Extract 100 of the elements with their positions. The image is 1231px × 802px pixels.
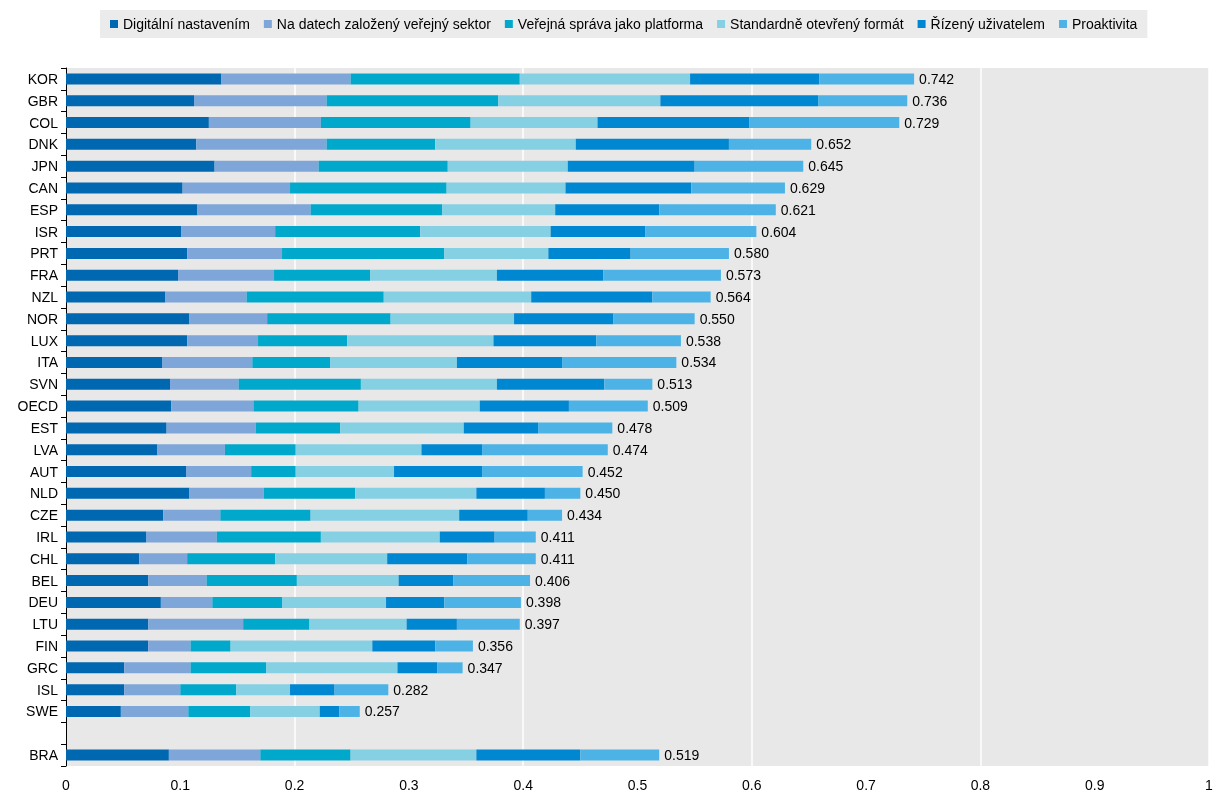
y-tick-label: LTU <box>32 616 58 633</box>
y-tick-label: FRA <box>30 267 59 284</box>
bar <box>243 618 310 630</box>
bar <box>339 705 360 717</box>
bar <box>456 618 520 630</box>
total-label: 0.621 <box>780 201 817 218</box>
bar <box>420 226 551 238</box>
bar <box>260 749 351 761</box>
bar <box>330 356 457 368</box>
total-label: 0.729 <box>904 114 940 131</box>
y-tick-label: BEL <box>31 572 59 589</box>
total-label: 0.573 <box>725 267 762 284</box>
y-tick-label: IRL <box>36 528 59 545</box>
bar <box>562 356 677 368</box>
bar <box>519 73 691 85</box>
bar <box>66 466 187 478</box>
y-tick-label: GBR <box>27 92 58 109</box>
y-tick-label: ISL <box>36 681 59 698</box>
bar <box>548 247 631 259</box>
bar <box>340 422 464 434</box>
bar <box>446 182 566 194</box>
bar <box>163 509 221 521</box>
bar <box>194 95 327 107</box>
bar <box>66 705 121 717</box>
bar <box>263 487 356 499</box>
bar <box>171 400 254 412</box>
bar <box>309 618 407 630</box>
bar <box>267 313 391 325</box>
y-tick-label: ISR <box>34 223 58 240</box>
bar <box>390 313 515 325</box>
bar <box>660 95 819 107</box>
bar <box>728 138 812 150</box>
legend-label: Veřejná správa jako platforma <box>517 16 704 32</box>
bar <box>597 117 750 129</box>
bar <box>188 705 251 717</box>
total-label: 0.478 <box>617 419 653 436</box>
bar <box>157 444 225 456</box>
bar <box>282 596 387 608</box>
bar <box>372 640 436 652</box>
bar <box>187 553 276 565</box>
bar <box>66 204 198 216</box>
legend-label: Digitální nastavením <box>123 16 250 32</box>
y-tick-label: EST <box>30 419 59 436</box>
bar <box>544 487 581 499</box>
bar <box>221 73 351 85</box>
x-tick-label: 0.4 <box>513 777 534 793</box>
bar <box>66 575 149 587</box>
bar <box>148 640 191 652</box>
bar <box>187 247 283 259</box>
bar <box>694 160 804 172</box>
total-label: 0.604 <box>761 223 797 240</box>
bar <box>165 291 247 303</box>
y-tick-label: FIN <box>35 638 58 655</box>
x-tick-label: 0.1 <box>170 777 191 793</box>
bar <box>290 182 447 194</box>
bar <box>66 422 167 434</box>
bar <box>476 749 581 761</box>
bar <box>66 400 172 412</box>
bar <box>148 575 207 587</box>
bar <box>187 335 259 347</box>
bar <box>258 335 348 347</box>
bar <box>255 422 341 434</box>
bar <box>320 531 440 543</box>
bar <box>421 444 483 456</box>
legend-label: Standardně otevřený formát <box>730 16 904 32</box>
total-label: 0.538 <box>685 332 722 349</box>
bar <box>66 160 215 172</box>
y-tick-label: CZE <box>30 507 58 524</box>
bar <box>470 117 598 129</box>
x-tick-label: 0.5 <box>627 777 648 793</box>
bar <box>370 269 497 281</box>
bar <box>251 466 296 478</box>
bar <box>146 531 217 543</box>
bar <box>326 95 499 107</box>
bar <box>383 291 532 303</box>
bar <box>295 444 422 456</box>
bar <box>66 117 209 129</box>
bar <box>310 204 443 216</box>
bar <box>326 138 436 150</box>
total-label: 0.411 <box>540 550 575 567</box>
bar <box>476 487 545 499</box>
bar <box>310 509 460 521</box>
bar <box>275 553 388 565</box>
bar <box>453 575 531 587</box>
bar <box>180 684 237 696</box>
x-tick-label: 0 <box>62 777 71 793</box>
bar <box>166 422 256 434</box>
bar <box>527 509 563 521</box>
y-tick-label: DNK <box>28 136 59 153</box>
bar <box>567 160 695 172</box>
bar <box>482 444 608 456</box>
bar <box>274 269 371 281</box>
bar <box>66 749 169 761</box>
bar <box>168 749 261 761</box>
bar <box>250 705 320 717</box>
bar <box>66 684 125 696</box>
x-tick-label: 0.8 <box>970 777 991 793</box>
bar <box>347 335 494 347</box>
bar <box>66 269 179 281</box>
y-tick-label: NOR <box>26 310 58 327</box>
